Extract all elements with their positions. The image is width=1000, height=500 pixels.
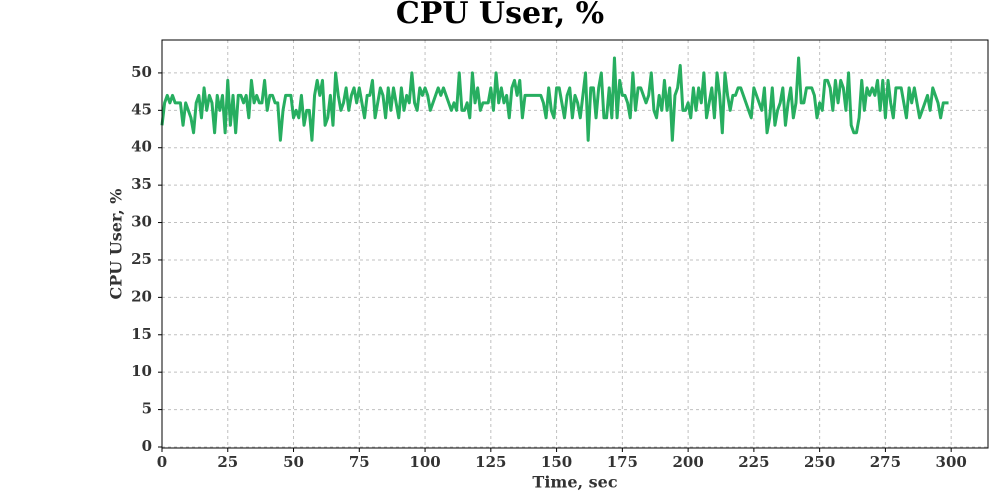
x-tick-label: 250 [804, 453, 835, 471]
y-tick-label: 10 [131, 362, 152, 380]
chart-title: CPU User, % [396, 0, 604, 31]
y-axis-label: CPU User, % [107, 188, 126, 299]
y-tick-label: 20 [131, 287, 152, 305]
x-tick-label: 25 [217, 453, 238, 471]
x-tick-label: 125 [475, 453, 506, 471]
y-tick-label: 30 [131, 213, 152, 231]
y-tick-label: 15 [131, 325, 152, 343]
y-tick-label: 40 [131, 138, 152, 156]
x-tick-label: 225 [738, 453, 769, 471]
x-tick-label: 175 [607, 453, 638, 471]
plot-frame [161, 39, 989, 449]
y-tick-label: 50 [131, 63, 152, 81]
x-tick-label: 150 [541, 453, 572, 471]
y-tick-label: 35 [131, 175, 152, 193]
x-axis-label: Time, sec [532, 473, 617, 492]
x-tick-label: 0 [157, 453, 167, 471]
x-tick-label: 100 [409, 453, 440, 471]
x-tick-label: 300 [936, 453, 967, 471]
y-tick-label: 25 [131, 250, 152, 268]
line [160, 56, 949, 142]
x-tick-label: 75 [349, 453, 370, 471]
y-tick-label: 0 [142, 437, 152, 455]
x-tick-label: 275 [870, 453, 901, 471]
y-tick-label: 45 [131, 100, 152, 118]
x-tick-label: 50 [283, 453, 304, 471]
plot [160, 56, 949, 142]
y-tick-label: 5 [142, 400, 152, 418]
x-tick-label: 200 [672, 453, 703, 471]
